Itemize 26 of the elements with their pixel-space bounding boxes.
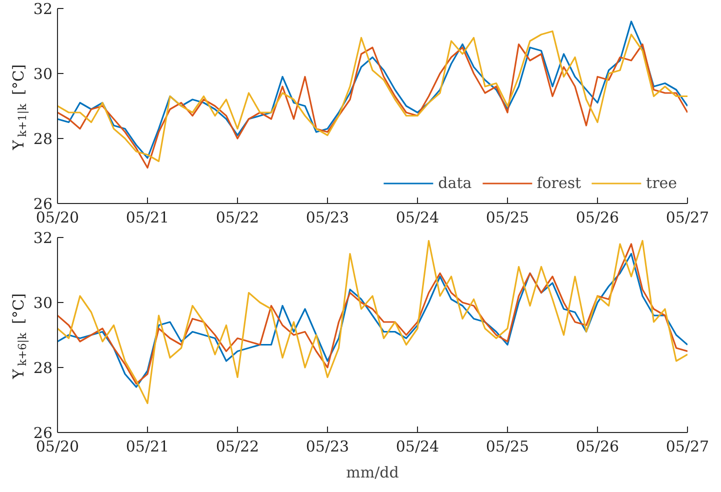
x-tick-label: 05/24 xyxy=(396,208,440,226)
x-tick-label: 05/21 xyxy=(126,438,170,456)
y-tick-label: 30 xyxy=(33,65,53,83)
x-tick-label: 05/27 xyxy=(666,438,710,456)
x-tick-label: 05/26 xyxy=(576,438,620,456)
y-axis-title: Yk+1|k [°C] xyxy=(10,64,29,151)
x-tick-label: 05/22 xyxy=(216,438,260,456)
x-tick-label: 05/25 xyxy=(486,438,530,456)
y-tick-label: 28 xyxy=(33,359,53,377)
x-axis-title: mm/dd xyxy=(346,464,400,482)
x-tick-label: 05/23 xyxy=(306,208,350,226)
y-tick-label: 30 xyxy=(33,294,53,312)
x-tick-label: 05/21 xyxy=(126,208,170,226)
x-tick-label: 05/26 xyxy=(576,208,620,226)
legend-label: forest xyxy=(536,174,582,192)
y-tick-label: 28 xyxy=(33,130,53,148)
x-tick-label: 05/25 xyxy=(486,208,530,226)
x-tick-label: 05/22 xyxy=(216,208,260,226)
x-tick-label: 05/24 xyxy=(396,438,440,456)
y-tick-label: 32 xyxy=(33,0,53,18)
x-tick-label: 05/23 xyxy=(306,438,350,456)
legend-label: data xyxy=(438,174,472,192)
y-tick-label: 32 xyxy=(33,229,53,247)
x-tick-label: 05/27 xyxy=(666,208,710,226)
legend-label: tree xyxy=(646,174,677,192)
y-axis-title: Yk+6|k [°C] xyxy=(10,293,29,380)
